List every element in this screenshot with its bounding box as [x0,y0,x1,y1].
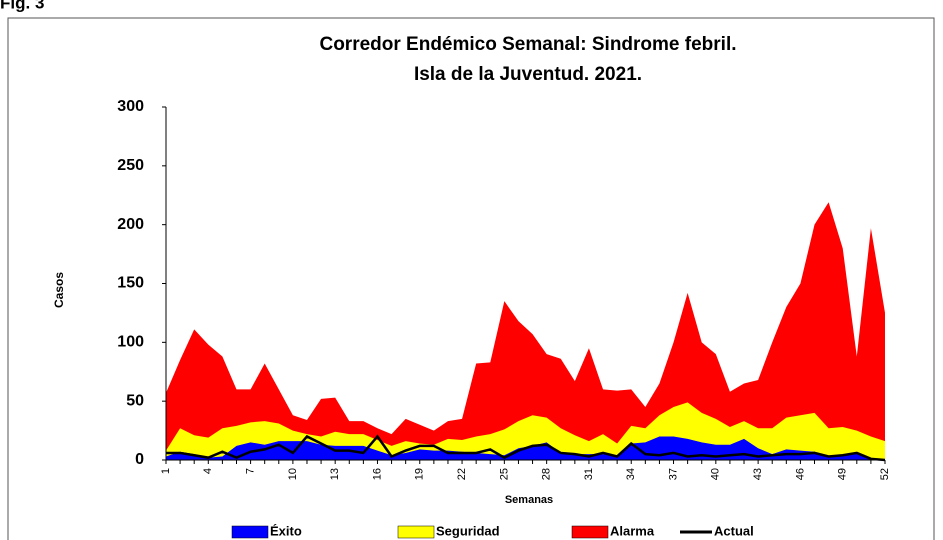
x-tick-label: 13 [329,468,341,480]
legend-label: Alarma [610,523,655,538]
legend-label: Seguridad [436,523,500,538]
x-tick-label: 34 [625,468,637,480]
x-tick-label: 40 [710,468,722,480]
x-tick-label: 22 [456,468,468,480]
figure-label: Fig. 3 [0,0,44,12]
y-tick-label: 250 [117,157,144,174]
chart-title: Corredor Endémico Semanal: Sindrome febr… [319,34,736,55]
x-tick-label: 31 [583,468,595,480]
x-tick-label: 49 [837,468,849,480]
x-tick-label: 4 [202,468,214,474]
x-tick-label: 37 [667,468,679,480]
legend-swatch [397,525,435,539]
x-tick-label: 16 [371,468,383,480]
x-tick-label: 7 [244,468,256,474]
y-tick-label: 200 [117,216,144,233]
x-axis-label: Semanas [505,494,553,506]
x-tick-label: 1 [160,468,172,474]
y-tick-label: 150 [117,275,144,292]
legend-swatch [571,525,609,539]
x-tick-label: 10 [287,468,299,480]
x-tick-label: 46 [794,468,806,480]
legend-label: Actual [714,523,754,538]
y-tick-label: 50 [126,392,144,409]
area [166,202,885,460]
chart-title: Isla de la Juventud. 2021. [414,64,642,85]
x-tick-label: 25 [498,468,510,480]
frame [7,17,935,540]
legend-swatch [231,525,269,539]
x-tick-label: 52 [879,468,891,480]
legend-label: Éxito [270,523,302,538]
line [166,434,886,462]
x-tick-label: 28 [541,468,553,480]
y-tick-label: 0 [135,451,144,468]
x-tick-label: 19 [414,468,426,480]
x-tick-label: 43 [752,468,764,480]
y-tick-label: 100 [117,334,144,351]
y-axis-label: Casos [52,272,66,308]
y-tick-label: 300 [117,98,144,115]
